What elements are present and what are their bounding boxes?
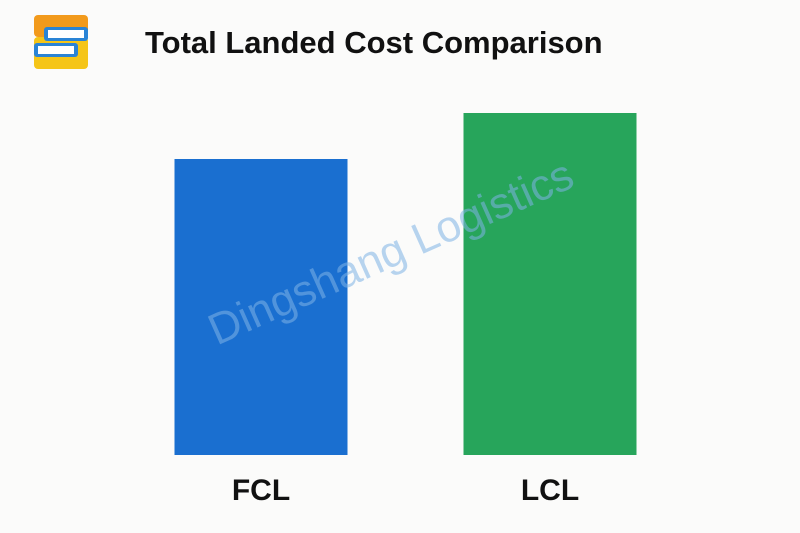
category-label: LCL (521, 474, 579, 507)
chart-title: Total Landed Cost Comparison (145, 25, 603, 60)
bar (174, 159, 348, 455)
category-label: FCL (232, 474, 290, 507)
logo (34, 15, 88, 69)
bar (463, 113, 637, 455)
